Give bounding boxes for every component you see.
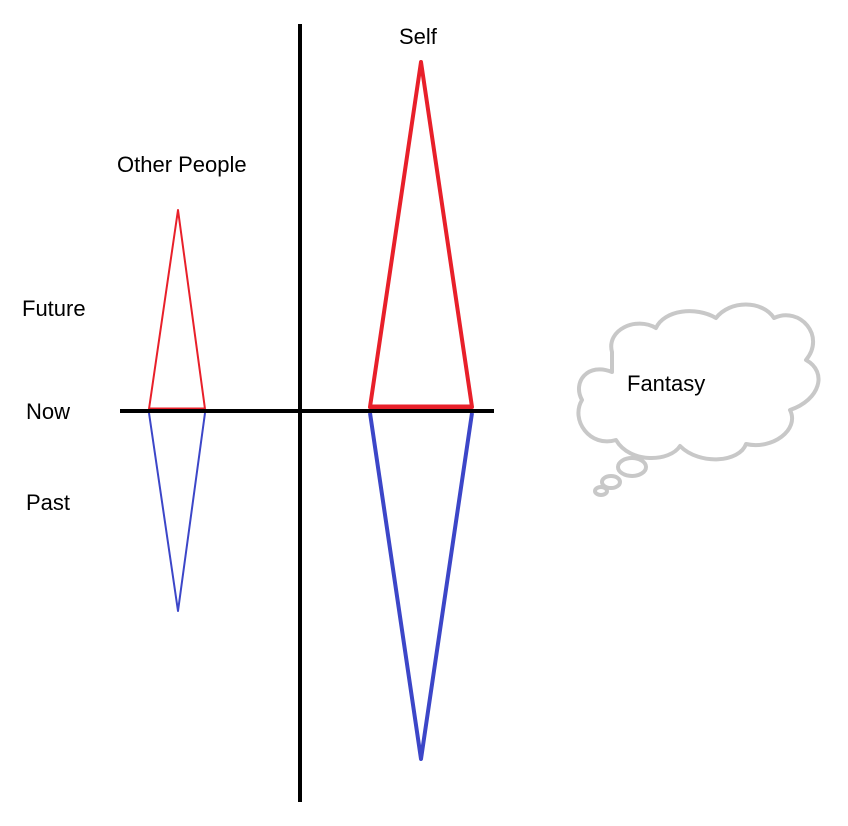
other-people-label: Other People xyxy=(117,152,247,177)
cloud-bubble-medium xyxy=(600,474,622,490)
other-people-future-triangle xyxy=(148,209,206,410)
cloud-bubble-large xyxy=(616,456,648,478)
self-label: Self xyxy=(399,24,437,49)
cloud-bubble-small xyxy=(593,485,609,497)
cloud-body xyxy=(576,302,821,462)
thought-cloud-icon xyxy=(576,302,821,497)
self-future-triangle xyxy=(368,60,474,409)
now-label: Now xyxy=(26,399,71,424)
self-past-triangle xyxy=(368,412,474,761)
fantasy-label: Fantasy xyxy=(627,371,706,396)
past-label: Past xyxy=(26,490,71,515)
future-label: Future xyxy=(22,296,86,321)
other-people-past-triangle xyxy=(148,412,206,612)
